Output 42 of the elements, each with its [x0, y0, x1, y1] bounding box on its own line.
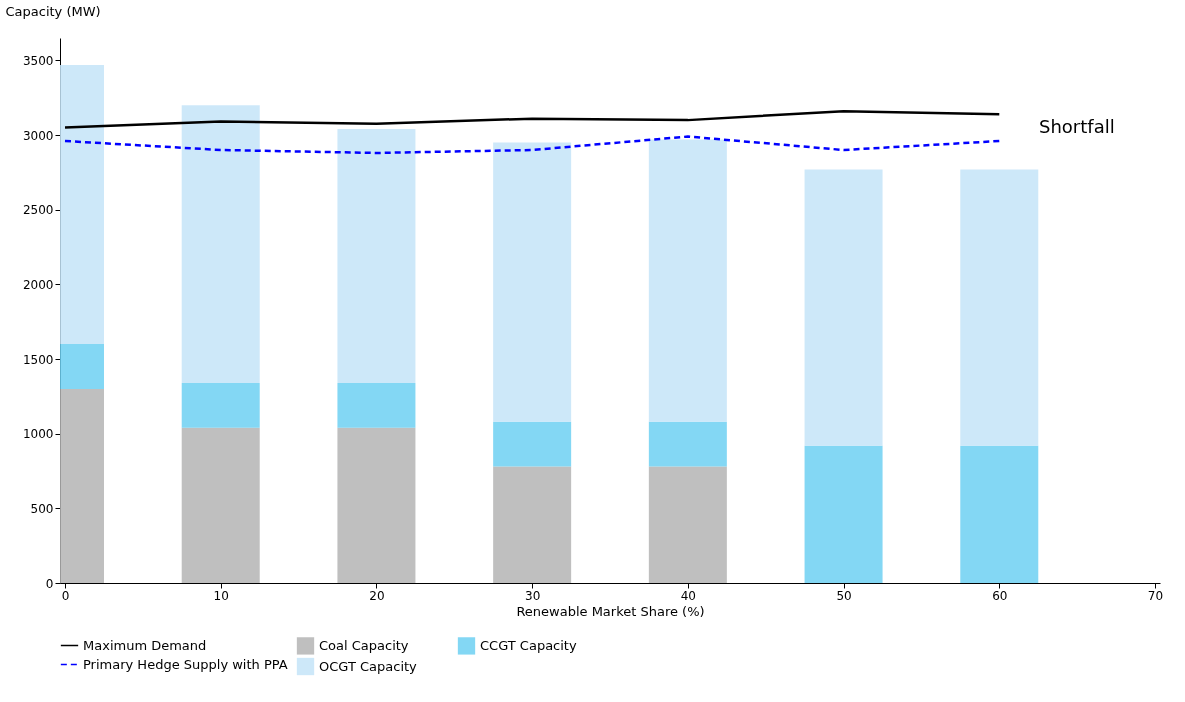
x-axis-title: Renewable Market Share (%)	[516, 603, 705, 619]
y-axis-title: Capacity (MW)	[5, 3, 101, 19]
bar	[493, 466, 572, 583]
bar	[493, 421, 572, 467]
y-tick-label: 3500	[22, 53, 54, 68]
y-tick-label: 2500	[22, 203, 54, 218]
x-tick-label: 0	[61, 588, 70, 603]
bar	[493, 142, 572, 422]
y-tick-label: 500	[30, 501, 54, 516]
bar	[337, 427, 416, 583]
x-tick-label: 60	[992, 588, 1008, 603]
y-tick-label: 1500	[22, 352, 54, 367]
bar	[804, 445, 883, 583]
bar	[648, 466, 727, 583]
bar	[804, 169, 883, 446]
y-tick-label: 2000	[22, 277, 54, 292]
x-tick-label: 10	[213, 588, 229, 603]
x-tick-label: 40	[680, 588, 696, 603]
annotation: Shortfall	[1039, 115, 1115, 137]
legend-label: CCGT Capacity	[480, 637, 577, 653]
y-tick-label: 3000	[22, 128, 54, 143]
bar	[181, 427, 260, 583]
y-tick-label: 1000	[22, 427, 54, 442]
x-tick-label: 20	[369, 588, 385, 603]
bar	[648, 139, 727, 422]
bar	[337, 129, 416, 383]
x-tick-label: 30	[525, 588, 541, 603]
x-tick-label: 70	[1147, 588, 1164, 603]
legend-label: OCGT Capacity	[319, 658, 418, 674]
legend-label: Maximum Demand	[83, 637, 207, 653]
bar	[648, 421, 727, 467]
bar	[337, 382, 416, 428]
legend-label: Primary Hedge Supply with PPA	[83, 656, 288, 672]
bar	[181, 105, 260, 383]
line-series	[63, 135, 1001, 155]
x-tick-label: 50	[836, 588, 852, 603]
line-series	[63, 109, 1001, 129]
bar	[181, 382, 260, 428]
bar	[960, 445, 1039, 583]
legend-label: Coal Capacity	[319, 637, 409, 653]
y-tick-label: 0	[45, 576, 54, 591]
bar	[960, 169, 1039, 446]
